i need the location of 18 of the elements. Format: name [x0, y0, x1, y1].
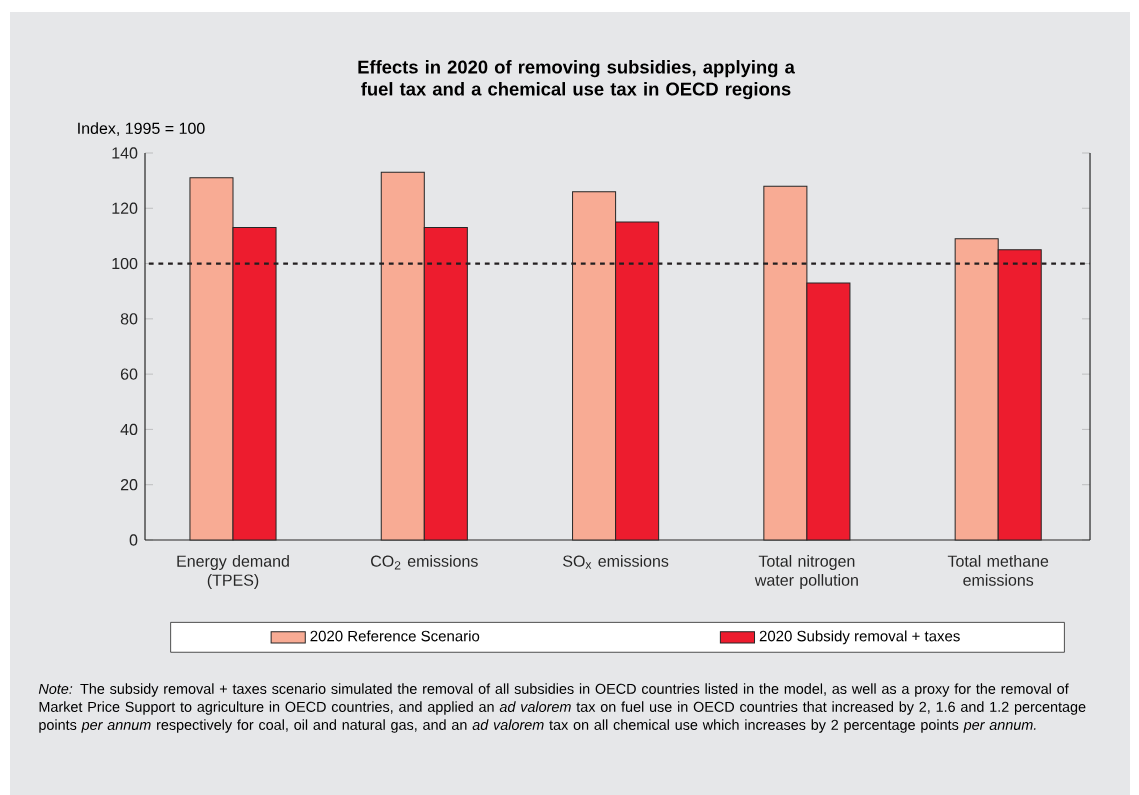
- y-tick-label: 120: [112, 202, 138, 214]
- y-tick-label: 60: [120, 368, 138, 380]
- x-tick-label: Energy demand (TPES): [177, 555, 289, 589]
- y-tick-label: 20: [120, 479, 138, 491]
- y-tick-label: 0: [129, 534, 138, 546]
- legend-label: 2020 Subsidy removal + taxes: [759, 630, 960, 645]
- chart-title: Effects in 2020 of removing subsidies, applying a fuel tax and a chemical use tax in OECD regions: [358, 60, 795, 100]
- legend-label: 2020 Reference Scenario: [310, 630, 480, 642]
- text: Note: The subsidy removal + taxes scenario simulated the removal of all subsidies in OECD countries listed in the model, as well as a proxy for the removal of Market Price Support to agriculture in OECD countries, and applied an ad valorem tax on fuel use in OECD countries that increased by 2, 1.6 and 1.2 percentage points per annum respectively for coal, oil and natural gas, and an ad valorem tax on all chemical use which increases by 2 percentage points per annum.: [38, 683, 1086, 733]
- y-axis-title: Index, 1995 = 100: [78, 122, 205, 136]
- y-tick-label: 140: [112, 147, 138, 159]
- x-tick-label: Total nitrogen water pollution: [754, 555, 858, 589]
- y-tick-label: 40: [120, 423, 138, 436]
- x-tick-label: CO$_{2}$ emissions: [371, 555, 478, 570]
- x-tick-label: Total methane emissions: [947, 555, 1049, 586]
- x-tick-label: SO$_{x}$ emissions: [563, 555, 669, 569]
- y-tick-label: 80: [120, 313, 138, 325]
- y-tick-label: 100: [112, 257, 138, 270]
